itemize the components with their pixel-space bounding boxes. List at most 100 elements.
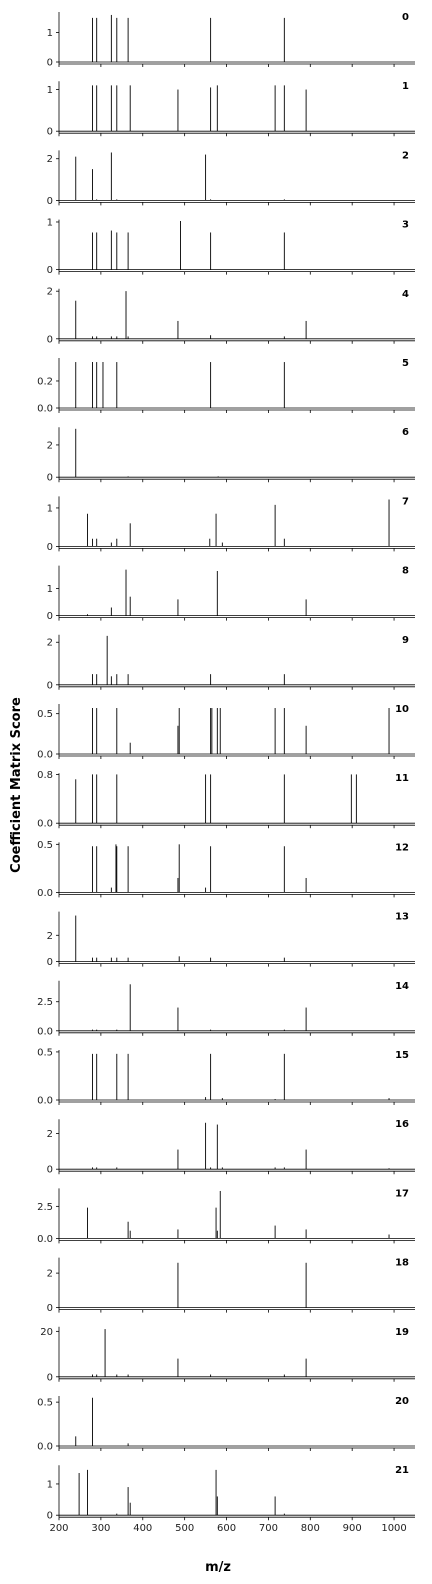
x-tick-label: 700 <box>259 1523 278 1534</box>
y-tick-label: 1 <box>47 217 53 228</box>
y-tick-label: 2 <box>47 440 53 451</box>
panel-0: 0 1 0 <box>47 12 415 69</box>
y-tick-label: 1 <box>47 503 53 514</box>
panel-label: 18 <box>395 1258 409 1269</box>
panel-label: 12 <box>395 842 409 853</box>
y-tick-label: 0.0 <box>37 1026 53 1037</box>
y-tick-label: 2 <box>47 638 53 649</box>
x-tick-label: 200 <box>49 1523 68 1534</box>
panel-label: 0 <box>402 12 409 23</box>
y-tick-label: 0 <box>47 957 53 968</box>
y-tick-label: 2.5 <box>37 997 53 1008</box>
panel-label: 21 <box>395 1465 409 1476</box>
y-tick-label: 0.8 <box>37 770 53 781</box>
y-tick-label: 0.0 <box>37 888 53 899</box>
panel-label: 17 <box>395 1188 409 1199</box>
panel-label: 3 <box>402 220 409 231</box>
y-tick-label: 2 <box>47 287 53 298</box>
panel-9: 0 2 9 <box>47 634 415 691</box>
y-tick-label: 0.5 <box>37 840 53 851</box>
panel-8: 0 1 8 <box>47 565 415 622</box>
panel-label: 4 <box>402 289 409 300</box>
y-tick-label: 0 <box>47 611 53 622</box>
panel-7: 0 1 7 <box>47 496 415 553</box>
y-tick-label: 2.5 <box>37 1202 53 1213</box>
y-tick-label: 0 <box>47 1511 53 1522</box>
y-axis-title: Coefficient Matrix Score <box>9 697 24 873</box>
y-tick-label: 0.5 <box>37 1047 53 1058</box>
y-tick-label: 0.0 <box>37 1234 53 1245</box>
y-tick-label: 0 <box>47 334 53 345</box>
panel-label: 19 <box>395 1327 409 1338</box>
x-tick-label: 500 <box>175 1523 194 1534</box>
panel-13: 0 2 13 <box>47 911 415 968</box>
panel-label: 7 <box>402 496 409 507</box>
y-tick-label: 1 <box>47 1479 53 1490</box>
panel-17: 0.0 2.5 17 <box>37 1188 415 1245</box>
y-tick-label: 0 <box>47 58 53 69</box>
panel-21: 0 1 21 200 300 400 500 600 700 800 900 1000 <box>47 1465 415 1534</box>
panel-19: 0 20 19 <box>40 1326 415 1383</box>
panel-14: 0.0 2.5 14 <box>37 980 415 1037</box>
panel-4: 0 2 4 <box>47 287 415 345</box>
y-tick-label: 0.0 <box>37 750 53 761</box>
y-tick-label: 0 <box>47 127 53 138</box>
y-tick-label: 0.2 <box>37 376 53 387</box>
panel-2: 0 2 2 <box>47 150 415 207</box>
y-tick-label: 0 <box>47 1303 53 1314</box>
y-tick-label: 20 <box>40 1327 53 1338</box>
y-tick-label: 0 <box>47 542 53 553</box>
panel-10: 0.0 0.5 10 <box>37 704 415 761</box>
y-tick-label: 0.0 <box>37 819 53 830</box>
y-tick-label: 2 <box>47 154 53 165</box>
panel-label: 20 <box>395 1396 409 1407</box>
x-tick-label: 300 <box>91 1523 110 1534</box>
y-tick-label: 0 <box>47 680 53 691</box>
y-tick-label: 1 <box>47 28 53 39</box>
panel-15: 0.0 0.5 15 <box>37 1047 415 1107</box>
y-tick-label: 0 <box>47 265 53 276</box>
panel-5: 0.0 0.2 5 <box>37 358 415 415</box>
panel-label: 2 <box>402 150 409 161</box>
y-tick-label: 0 <box>47 196 53 207</box>
panel-6: 0 2 6 <box>47 427 415 484</box>
y-tick-label: 0.0 <box>37 1096 53 1107</box>
y-tick-label: 2 <box>47 931 53 942</box>
panel-label: 6 <box>402 427 409 438</box>
panel-label: 1 <box>402 81 409 92</box>
x-tick-label: 1000 <box>381 1523 406 1534</box>
panel-label: 8 <box>402 566 409 577</box>
panel-label: 9 <box>402 635 409 646</box>
panel-18: 0 2 18 <box>47 1257 415 1314</box>
y-tick-label: 2 <box>47 1129 53 1140</box>
y-tick-label: 0 <box>47 473 53 484</box>
y-tick-label: 0.0 <box>37 1442 53 1453</box>
y-tick-label: 1 <box>47 85 53 96</box>
panel-label: 11 <box>395 773 409 784</box>
panel-12: 0.0 0.5 12 <box>37 840 415 899</box>
panel-1: 0 1 1 <box>47 81 415 138</box>
panel-20: 0.0 0.5 20 <box>37 1396 415 1453</box>
panel-label: 14 <box>395 981 409 992</box>
panel-label: 15 <box>395 1050 409 1061</box>
y-tick-label: 1 <box>47 584 53 595</box>
panel-3: 0 1 3 <box>47 217 415 276</box>
panel-label: 13 <box>395 912 409 923</box>
y-tick-label: 0.5 <box>37 709 53 720</box>
y-tick-label: 0 <box>47 1372 53 1383</box>
y-tick-label: 0.0 <box>37 404 53 415</box>
x-tick-label: 800 <box>301 1523 320 1534</box>
panel-label: 5 <box>402 358 409 369</box>
y-tick-label: 0 <box>47 1165 53 1176</box>
panel-11: 0.0 0.8 11 <box>37 770 415 830</box>
x-axis-title: m/z <box>205 1560 231 1575</box>
panel-label: 10 <box>395 704 409 715</box>
y-tick-label: 0.5 <box>37 1398 53 1409</box>
x-tick-label: 400 <box>133 1523 152 1534</box>
x-tick-label: 900 <box>343 1523 362 1534</box>
panel-label: 16 <box>395 1119 409 1130</box>
panel-16: 0 2 16 <box>47 1119 415 1176</box>
y-tick-label: 2 <box>47 1269 53 1280</box>
